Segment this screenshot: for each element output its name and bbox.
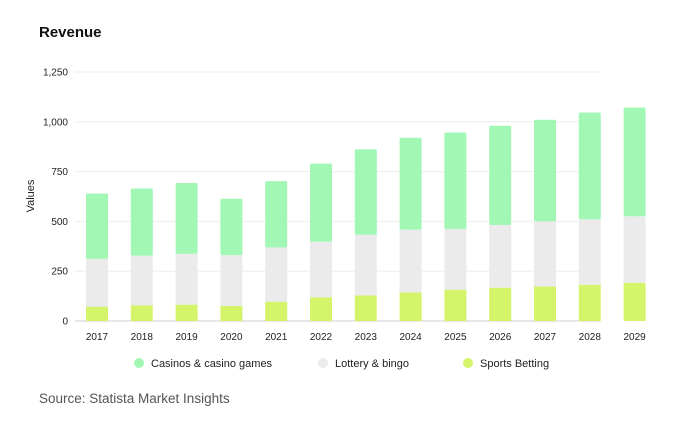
x-tick-label: 2029 bbox=[623, 332, 646, 343]
x-tick-label: 2024 bbox=[399, 332, 422, 343]
bar-casinos-casino-games-2024 bbox=[399, 137, 422, 230]
bar-lottery-bingo-2028 bbox=[578, 219, 601, 285]
bar-lottery-bingo-2023 bbox=[354, 234, 377, 296]
bar-casinos-casino-games-2029 bbox=[623, 107, 646, 217]
bar-sports-betting-2025 bbox=[444, 289, 467, 321]
legend-marker bbox=[463, 358, 473, 368]
bar-lottery-bingo-2017 bbox=[86, 258, 108, 307]
y-tick-label: 0 bbox=[62, 317, 68, 328]
bar-lottery-bingo-2025 bbox=[444, 228, 467, 290]
bar-sports-betting-2028 bbox=[578, 284, 601, 321]
bar-casinos-casino-games-2018 bbox=[130, 188, 153, 256]
x-tick-label: 2028 bbox=[579, 332, 602, 343]
bar-sports-betting-2017 bbox=[86, 306, 108, 321]
bar-casinos-casino-games-2028 bbox=[578, 112, 601, 220]
bar-casinos-casino-games-2025 bbox=[444, 132, 467, 229]
bars bbox=[86, 107, 646, 321]
bar-lottery-bingo-2018 bbox=[130, 255, 153, 306]
bar-sports-betting-2026 bbox=[489, 287, 512, 321]
x-tick-label: 2025 bbox=[444, 332, 467, 343]
bar-lottery-bingo-2027 bbox=[534, 221, 556, 287]
bar-casinos-casino-games-2021 bbox=[265, 181, 288, 248]
bar-lottery-bingo-2021 bbox=[265, 247, 288, 302]
bar-lottery-bingo-2024 bbox=[399, 229, 422, 293]
bar-sports-betting-2024 bbox=[399, 292, 422, 321]
x-tick-label: 2018 bbox=[131, 332, 154, 343]
x-tick-label: 2020 bbox=[220, 332, 243, 343]
y-tick-label: 750 bbox=[51, 167, 68, 178]
bar-lottery-bingo-2020 bbox=[220, 255, 243, 306]
bar-casinos-casino-games-2023 bbox=[354, 149, 377, 235]
bar-sports-betting-2022 bbox=[310, 297, 332, 321]
bar-lottery-bingo-2026 bbox=[489, 224, 512, 288]
bar-lottery-bingo-2022 bbox=[310, 241, 332, 298]
x-tick-label: 2026 bbox=[489, 332, 512, 343]
x-axis-ticks: 2017 2018 2019 2020 2021 2022 2023 2024 2025 2026… bbox=[86, 332, 646, 343]
y-tick-label: 250 bbox=[51, 267, 68, 278]
bar-casinos-casino-games-2019 bbox=[175, 182, 198, 254]
x-tick-label: 2027 bbox=[534, 332, 557, 343]
x-tick-label: 2021 bbox=[265, 332, 288, 343]
bar-sports-betting-2020 bbox=[220, 305, 243, 321]
legend-marker bbox=[134, 358, 144, 368]
x-tick-label: 2019 bbox=[175, 332, 198, 343]
bar-sports-betting-2029 bbox=[623, 282, 646, 321]
legend-marker bbox=[318, 358, 328, 368]
source-note: Source: Statista Market Insights bbox=[39, 391, 230, 406]
bar-casinos-casino-games-2020 bbox=[220, 198, 243, 256]
legend-label: Lottery & bingo bbox=[335, 358, 409, 370]
legend-label: Sports Betting bbox=[480, 358, 549, 370]
legend: Casinos & casino games Lottery & bingo Spo… bbox=[134, 358, 549, 370]
bar-casinos-casino-games-2026 bbox=[489, 125, 512, 225]
bar-casinos-casino-games-2022 bbox=[310, 163, 332, 242]
x-tick-label: 2022 bbox=[310, 332, 333, 343]
bar-lottery-bingo-2029 bbox=[623, 216, 646, 283]
bar-lottery-bingo-2019 bbox=[175, 253, 198, 305]
bar-sports-betting-2021 bbox=[265, 301, 288, 321]
bar-casinos-casino-games-2027 bbox=[534, 119, 556, 222]
y-axis-ticks: 0 250 500 750 1,000 1,250 bbox=[43, 68, 68, 328]
x-tick-label: 2017 bbox=[86, 332, 109, 343]
legend-label: Casinos & casino games bbox=[151, 358, 273, 370]
y-tick-label: 500 bbox=[51, 217, 68, 228]
bar-sports-betting-2023 bbox=[354, 295, 377, 321]
chart-title: Revenue bbox=[39, 24, 102, 41]
bar-sports-betting-2019 bbox=[175, 304, 198, 321]
bar-sports-betting-2018 bbox=[130, 305, 153, 321]
y-tick-label: 1,250 bbox=[43, 68, 68, 79]
x-tick-label: 2023 bbox=[355, 332, 378, 343]
y-axis-label: Values bbox=[25, 179, 37, 212]
bar-sports-betting-2027 bbox=[534, 286, 556, 321]
bar-casinos-casino-games-2017 bbox=[86, 193, 108, 259]
grid-lines bbox=[75, 71, 600, 322]
y-tick-label: 1,000 bbox=[43, 117, 68, 128]
